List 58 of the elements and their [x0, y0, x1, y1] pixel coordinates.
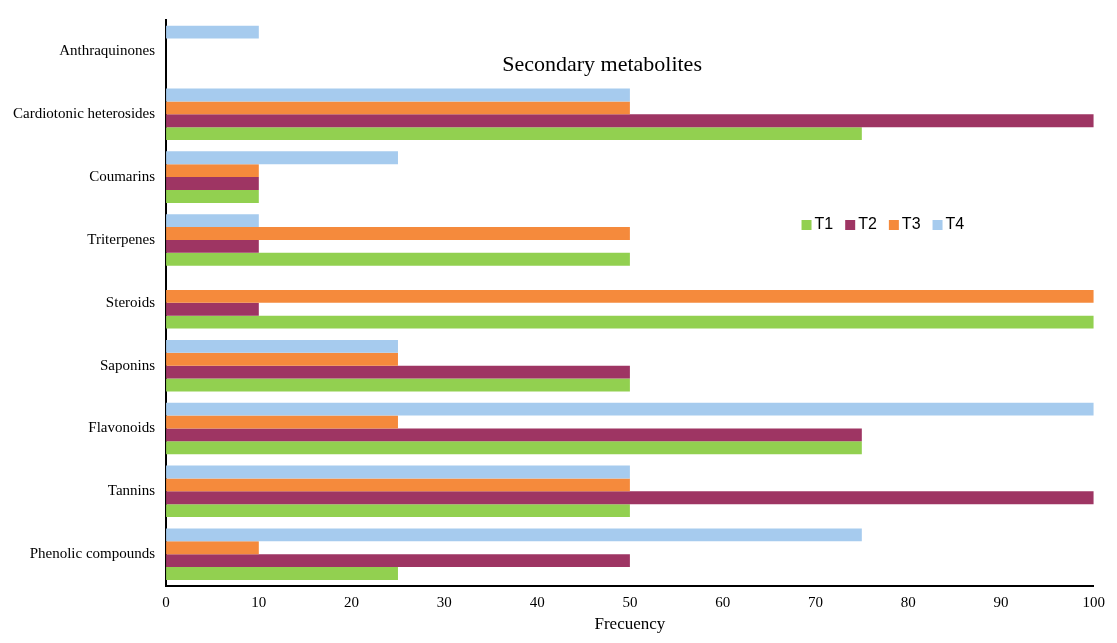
bar [166, 567, 398, 580]
bar [166, 491, 1094, 505]
bar [166, 339, 398, 353]
bar [166, 378, 630, 392]
x-tick-label: 20 [344, 593, 360, 610]
y-tick-label: Tannins [107, 482, 156, 499]
x-tick-label: 10 [251, 593, 267, 610]
x-tick-label: 80 [900, 593, 916, 610]
x-tick-label: 0 [162, 593, 170, 610]
bar [166, 504, 630, 518]
bar [166, 352, 398, 366]
bar [166, 189, 259, 203]
bar [166, 101, 630, 115]
bar [166, 402, 1094, 416]
bar [166, 127, 862, 141]
x-tick-label: 30 [436, 593, 452, 610]
bar [166, 365, 630, 379]
bar [166, 541, 259, 555]
y-tick-label: Saponins [100, 356, 156, 373]
legend-label: T2 [858, 215, 877, 233]
x-tick-label: 60 [715, 593, 731, 610]
bar [166, 415, 398, 429]
x-tick-label: 50 [622, 593, 638, 610]
bar [166, 441, 862, 455]
bar [166, 289, 1094, 303]
bar [166, 252, 630, 266]
bar [166, 302, 259, 316]
bar [166, 528, 862, 542]
bar [166, 478, 630, 492]
bar [166, 177, 259, 190]
y-tick-label: Anthraquinones [59, 42, 156, 59]
legend-label: T3 [901, 215, 921, 233]
x-tick-label: 90 [993, 593, 1009, 610]
y-tick-label: Flavonoids [88, 419, 156, 436]
x-axis-title: Frecuency [594, 614, 666, 634]
bar [166, 151, 398, 165]
bar [166, 315, 1094, 329]
bar [166, 25, 259, 39]
y-tick-label: Cardiotonic heterosides [13, 105, 156, 122]
legend-label: T4 [945, 215, 965, 233]
x-tick-label: 100 [1082, 593, 1105, 610]
text: Secondary metabolites [502, 50, 702, 76]
legend-label: T1 [814, 215, 834, 233]
y-tick-label: Coumarins [89, 168, 156, 185]
y-tick-label: Triterpenes [87, 230, 156, 247]
y-tick-label: Phenolic compounds [29, 545, 156, 562]
bar [166, 554, 630, 568]
bar [166, 114, 1094, 128]
bar [166, 428, 862, 442]
bar [166, 239, 259, 253]
x-tick-label: 70 [807, 593, 823, 610]
x-tick-label: 40 [529, 593, 545, 610]
bar [166, 227, 630, 240]
bar [166, 214, 259, 228]
y-tick-label: Steroids [105, 293, 156, 310]
bar [166, 88, 630, 102]
bar [166, 164, 259, 178]
bar [166, 465, 630, 479]
